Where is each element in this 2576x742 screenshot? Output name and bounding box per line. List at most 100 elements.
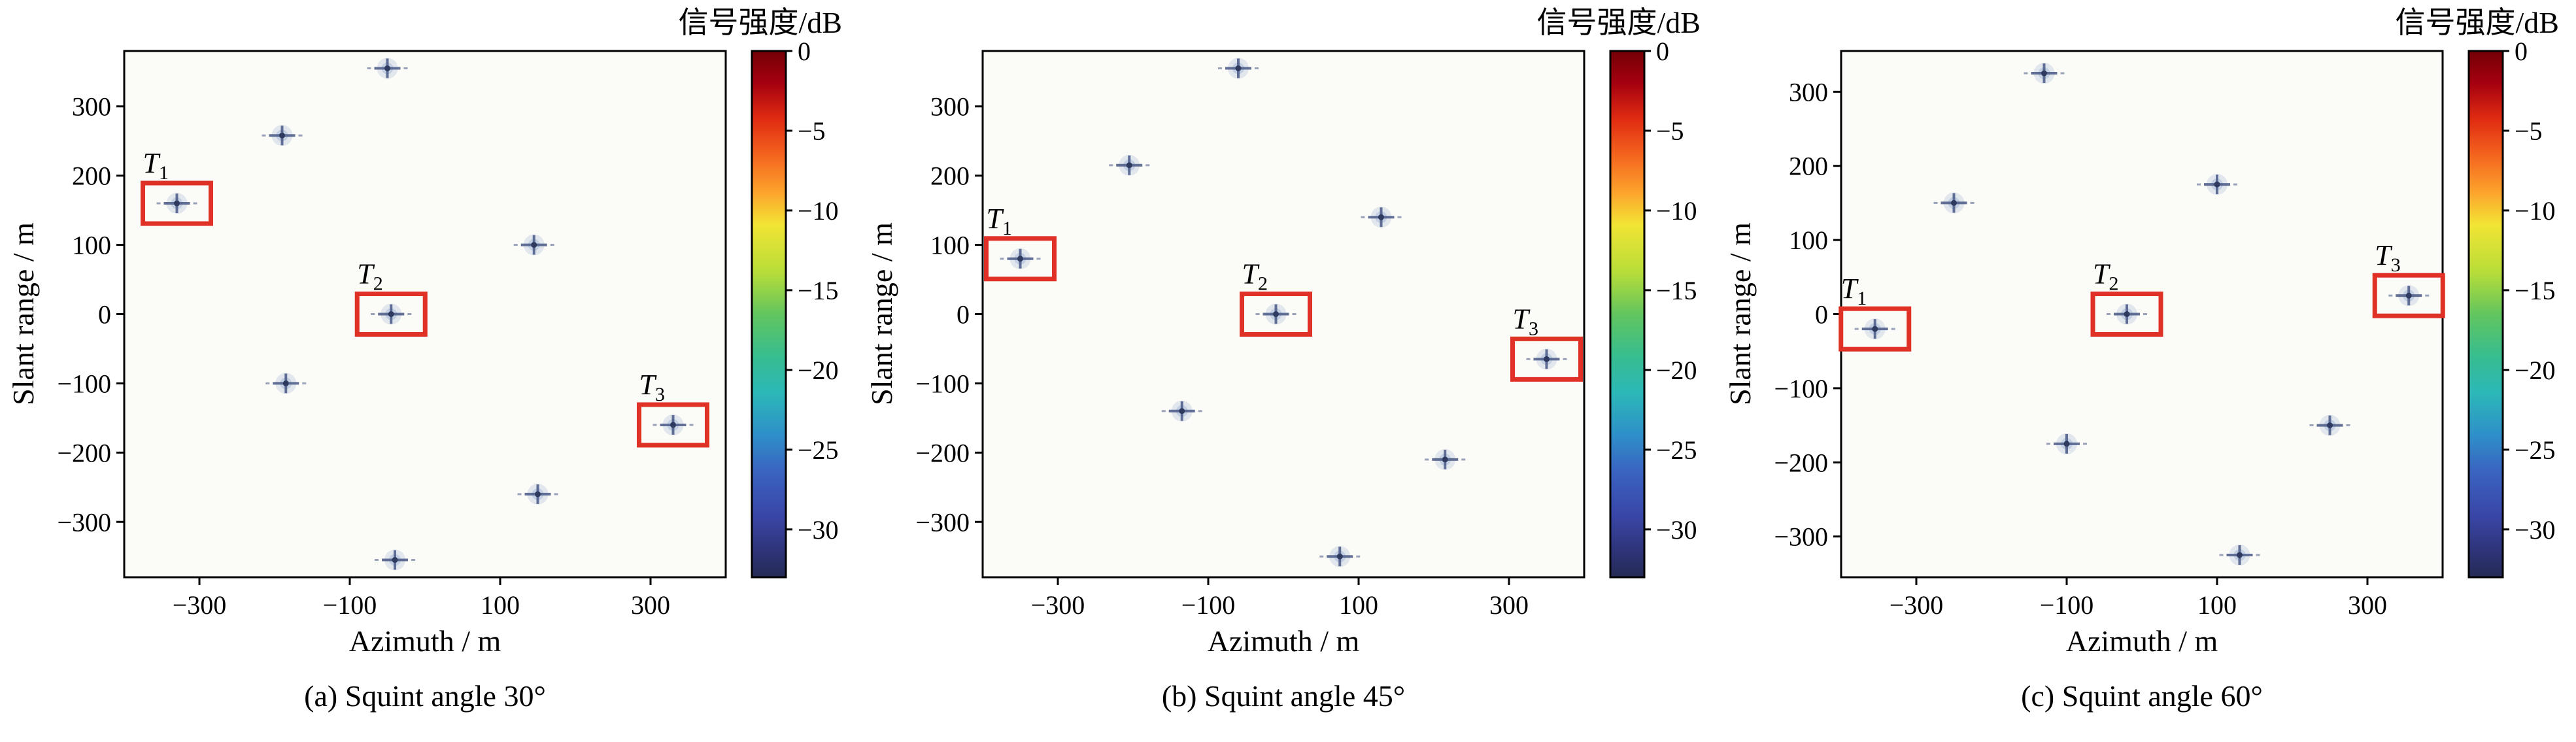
y-tick-label: 200	[930, 161, 970, 191]
colorbar-tick-label: −25	[798, 435, 839, 465]
data-point-marker	[367, 58, 408, 79]
data-points	[156, 58, 694, 571]
target-box	[1240, 292, 1312, 337]
colorbar-title: 信号强度/dB	[2395, 6, 2559, 39]
data-point-marker	[513, 234, 554, 256]
data-point-marker	[2309, 414, 2350, 436]
caption-a: (a) Squint angle 30°	[304, 679, 546, 713]
y-tick-label: −100	[57, 369, 111, 398]
target-label: T1	[1841, 273, 1867, 309]
colorbar-tick-label: −15	[1656, 276, 1697, 305]
data-point-marker	[1526, 348, 1567, 370]
data-points	[1000, 58, 1567, 567]
data-point-marker	[2046, 433, 2087, 454]
colorbar-tick-label: 0	[798, 37, 811, 66]
colorbar	[2469, 51, 2503, 577]
colorbar-tick-label: −25	[2515, 435, 2556, 465]
target-box	[2372, 273, 2445, 318]
colorbar-tick-label: −15	[798, 276, 839, 305]
target-label: T3	[1513, 303, 1538, 339]
chart-c: −300 −100 100 300−300−200−1000100200300T1T2…	[1774, 37, 2556, 620]
colorbar-frame	[751, 50, 787, 579]
y-tick-label: −200	[915, 438, 970, 467]
x-tick-label: 300	[631, 590, 670, 620]
colorbar-tick-label: −10	[798, 196, 839, 226]
colorbar-tick-label: −5	[2515, 116, 2543, 146]
colorbar-tick-label: −5	[1656, 116, 1684, 146]
y-axis-label: Slant range / m	[865, 222, 898, 405]
data-point-marker	[1161, 400, 1202, 422]
y-tick-label: 0	[98, 300, 111, 329]
x-tick-label: −100	[323, 590, 377, 620]
colorbar-tick-label: −5	[798, 116, 826, 146]
colorbar-tick-label: −15	[2515, 276, 2556, 305]
colorbar-tick-label: −10	[1656, 196, 1697, 226]
colorbar-frame	[2467, 50, 2504, 579]
data-point-marker	[262, 125, 303, 146]
chart-a: −300 −100 100 300−300−200−1000100200300T1T2…	[57, 37, 839, 620]
data-point-marker	[1000, 248, 1041, 269]
chart-b: −300 −100 100 300−300−200−1000100200300T1T2…	[915, 37, 1697, 620]
x-axis-label: Azimuth / m	[348, 624, 501, 658]
y-tick-label: −200	[1774, 448, 1828, 477]
x-axis-label: Azimuth / m	[2065, 624, 2218, 658]
data-point-marker	[1319, 546, 1361, 567]
y-tick-label: 200	[1789, 152, 1828, 181]
target-box	[984, 236, 1057, 282]
x-tick-label: −100	[1181, 590, 1236, 620]
x-tick-label: 100	[1339, 590, 1378, 620]
y-tick-label: −300	[1774, 522, 1828, 552]
data-point-marker	[265, 373, 307, 394]
colorbar-tick-label: −10	[2515, 196, 2556, 226]
x-tick-label: −300	[1031, 590, 1085, 620]
plot-area	[1841, 51, 2443, 577]
x-tick-label: 300	[2348, 590, 2387, 620]
target-box	[637, 402, 709, 448]
data-point-marker	[1425, 448, 1466, 470]
x-tick-label: −100	[2040, 590, 2094, 620]
data-points	[1854, 63, 2430, 565]
y-tick-label: −100	[1774, 374, 1828, 403]
colorbar-tick-label: 0	[2515, 37, 2528, 66]
y-tick-label: 300	[930, 92, 970, 122]
data-point-marker	[1218, 58, 1259, 79]
panel-a: −300 −100 100 300 −300 −200 −100 0 100 200 300 T1 T2…	[0, 0, 859, 742]
target-box	[141, 180, 213, 226]
colorbar	[1610, 51, 1644, 577]
colorbar-tick-label: −25	[1656, 435, 1697, 465]
y-tick-label: 300	[1789, 77, 1828, 107]
colorbar-tick-label: −30	[2515, 515, 2556, 545]
colorbar-title: 信号强度/dB	[678, 6, 842, 39]
colorbar-tick-label: 0	[1656, 37, 1669, 66]
colorbar-tick-label: −30	[798, 515, 839, 545]
data-point-marker	[375, 549, 415, 571]
y-tick-label: 100	[1789, 226, 1828, 255]
colorbar-tick-label: −20	[2515, 356, 2556, 385]
target-label: T2	[2093, 258, 2118, 295]
data-point-marker	[2388, 285, 2430, 307]
target-label: T2	[1242, 258, 1268, 295]
caption-b: (b) Squint angle 45°	[1161, 679, 1406, 713]
data-point-marker	[1255, 303, 1296, 325]
y-tick-label: 200	[72, 161, 111, 191]
panel-c: −300 −100 100 300 −300 −200 −100 0 100 200 300 T1 T2…	[1717, 0, 2576, 742]
x-tick-label: 100	[2197, 590, 2237, 620]
target-label: T1	[987, 203, 1012, 239]
data-point-marker	[1109, 154, 1150, 176]
x-axis-label: Azimuth / m	[1207, 624, 1360, 658]
colorbar-title: 信号强度/dB	[1536, 6, 1701, 39]
x-tick-label: −300	[173, 590, 227, 620]
colorbar-tick-label: −20	[1656, 356, 1697, 385]
data-point-marker	[156, 193, 197, 214]
target-box	[1510, 336, 1583, 382]
panel-b: −300 −100 100 300 −300 −200 −100 0 100 200 300 T1 T2…	[858, 0, 1718, 742]
y-tick-label: −300	[57, 507, 111, 537]
y-tick-label: 0	[1815, 300, 1828, 329]
colorbar-tick-label: −20	[798, 356, 839, 385]
data-point-marker	[371, 303, 412, 325]
x-tick-label: 300	[1489, 590, 1529, 620]
data-point-marker	[2219, 544, 2260, 565]
data-point-marker	[1933, 192, 1974, 214]
y-tick-label: 300	[72, 92, 111, 122]
y-tick-label: 100	[930, 231, 970, 260]
